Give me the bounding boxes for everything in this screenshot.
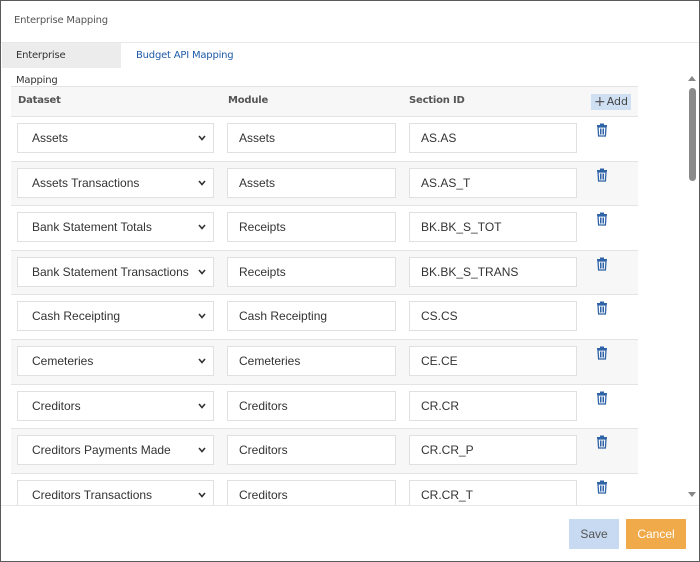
section-id-input[interactable]: CS.CS [409,301,577,332]
table-row: Cemeteries Cemeteries CE.CE [11,339,638,385]
add-row-button[interactable]: +Add [591,94,631,110]
dataset-value: Creditors Payments Made [32,443,171,458]
chevron-down-icon [195,258,209,286]
cancel-button[interactable]: Cancel [626,519,686,549]
table-row: Bank Statement Totals Receipts BK.BK_S_T… [11,206,638,251]
trash-icon[interactable] [596,301,608,316]
table-row: Creditors Transactions Creditors CR.CR_T [11,473,638,505]
table-row: Assets Assets AS.AS [11,117,638,162]
trash-icon[interactable] [596,168,608,182]
scroll-down-arrow-icon[interactable] [688,492,696,497]
table-row: Assets Transactions Assets AS.AS_T [11,161,638,207]
module-input[interactable]: Assets [227,167,396,198]
add-button-label: Add [606,95,629,108]
column-header-module: Module [228,95,269,106]
table-row: Creditors Creditors CR.CR [11,384,638,430]
scrollbar-thumb[interactable] [689,88,696,181]
dataset-value: Cemeteries [32,353,94,368]
module-input[interactable]: Receipts [227,212,396,243]
dataset-value: Cash Receipting [32,309,121,324]
table-row: Cash Receipting Cash Receipting CS.CS [11,295,638,340]
section-id-input[interactable]: CE.CE [409,345,577,376]
module-input[interactable]: Cemeteries [227,345,396,376]
dataset-select[interactable]: Creditors [17,390,214,421]
save-button[interactable]: Save [569,519,619,549]
section-id-input[interactable]: CR.CR_T [409,479,577,505]
tab-budget-api-mapping[interactable]: Budget API Mapping [136,50,234,61]
dialog-footer: Save Cancel [1,505,699,561]
dataset-value: Assets [32,131,69,145]
tab-bar: Enterprise Mapping Budget API Mapping [2,43,247,86]
table-body: Assets Assets AS.AS Assets Transactions … [11,117,638,505]
dataset-select[interactable]: Assets Transactions [17,167,214,198]
module-input[interactable]: Assets [227,123,396,153]
table-row: Creditors Payments Made Creditors CR.CR_… [11,429,638,474]
dialog-title: Enterprise Mapping [14,15,108,26]
table-header: Dataset Module Section ID +Add [11,86,638,117]
trash-icon[interactable] [596,212,608,226]
trash-icon[interactable] [596,391,608,405]
mapping-table: Dataset Module Section ID +Add Assets As… [11,86,638,505]
module-input[interactable]: Creditors [227,435,396,466]
module-input[interactable]: Creditors [227,390,396,421]
chevron-down-icon [195,124,209,152]
trash-icon[interactable] [596,123,608,137]
trash-icon[interactable] [596,435,608,449]
section-id-input[interactable]: BK.BK_S_TRANS [409,256,577,287]
module-input[interactable]: Creditors [227,479,396,505]
chevron-down-icon [195,436,209,464]
table-row: Bank Statement Transactions Receipts BK.… [11,250,638,296]
chevron-down-icon [195,302,209,330]
trash-icon[interactable] [596,346,608,360]
plus-icon: + [593,94,606,110]
dataset-select[interactable]: Cemeteries [17,345,214,376]
dataset-select[interactable]: Creditors Transactions [17,479,214,505]
section-id-input[interactable]: CR.CR [409,390,577,421]
column-header-section-id: Section ID [409,95,465,106]
dataset-select[interactable]: Bank Statement Transactions [17,256,214,287]
tab-enterprise-mapping[interactable]: Enterprise Mapping [2,43,121,86]
chevron-down-icon [195,392,209,420]
title-divider [1,42,699,43]
dataset-select[interactable]: Cash Receipting [17,301,214,332]
dataset-value: Bank Statement Totals [32,220,152,235]
scroll-up-arrow-icon[interactable] [688,76,696,81]
dataset-value: Bank Statement Transactions [32,264,189,279]
section-id-input[interactable]: AS.AS [409,123,577,153]
dataset-select[interactable]: Creditors Payments Made [17,435,214,466]
mapping-scroll-area: Dataset Module Section ID +Add Assets As… [1,69,700,505]
vertical-scrollbar[interactable] [685,73,699,501]
chevron-down-icon [195,169,209,197]
column-header-dataset: Dataset [18,95,61,106]
module-input[interactable]: Cash Receipting [227,301,396,332]
section-id-input[interactable]: CR.CR_P [409,435,577,466]
dataset-value: Creditors Transactions [32,487,153,502]
section-id-input[interactable]: BK.BK_S_TOT [409,212,577,243]
chevron-down-icon [195,481,209,505]
trash-icon[interactable] [596,257,608,271]
module-input[interactable]: Receipts [227,256,396,287]
chevron-down-icon [195,213,209,241]
section-id-input[interactable]: AS.AS_T [409,167,577,198]
dataset-select[interactable]: Assets [17,123,214,153]
chevron-down-icon [195,347,209,375]
trash-icon[interactable] [596,480,608,494]
dataset-select[interactable]: Bank Statement Totals [17,212,214,243]
dataset-value: Creditors [32,398,81,413]
dataset-value: Assets Transactions [32,175,140,190]
